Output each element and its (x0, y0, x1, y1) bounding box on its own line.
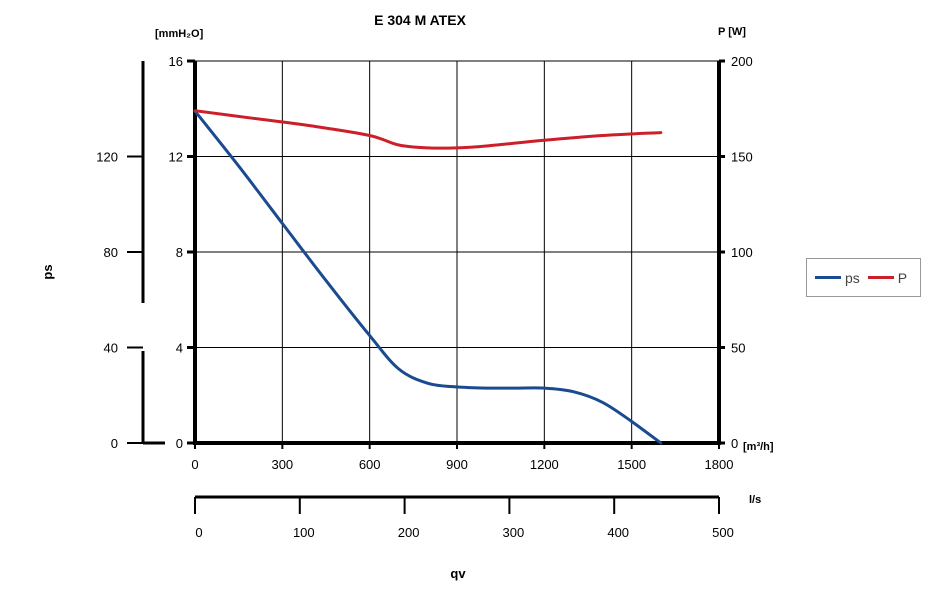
x-axis-label: qv (450, 566, 466, 581)
y-right-tick-label: 150 (731, 150, 753, 165)
x-tick-label: 300 (271, 457, 293, 472)
x-secondary-tick-label: 200 (398, 525, 420, 540)
y-right-tick-label: 0 (731, 436, 738, 451)
legend-swatch-p (867, 276, 894, 279)
y-right-unit: P [W] (718, 26, 746, 38)
y-outer-label: ps (40, 264, 55, 279)
x-secondary-tick-label: 300 (503, 525, 525, 540)
y-left-tick-label: 12 (169, 150, 183, 165)
x-tick-label: 600 (359, 457, 381, 472)
legend-item-ps: ps (815, 270, 860, 286)
series-line-p (193, 109, 663, 150)
x-secondary-tick-label: 100 (293, 525, 315, 540)
x-secondary-unit: l/s (749, 494, 761, 506)
series-line-ps (193, 109, 663, 445)
axes (127, 59, 725, 514)
y-outer-tick-label: 40 (104, 341, 118, 356)
y-left-tick-label: 4 (176, 341, 183, 356)
x-tick-label: 0 (191, 457, 198, 472)
x-tick-label: 900 (446, 457, 468, 472)
grid (195, 60, 719, 443)
chart-title: E 304 M ATEX (374, 12, 466, 28)
legend-swatch-ps (815, 276, 841, 279)
y-left-tick-label: 8 (176, 245, 183, 260)
legend: ps P (806, 258, 921, 297)
legend-label-ps: ps (845, 269, 860, 286)
x-tick-label: 1500 (617, 457, 646, 472)
legend-label-p: P (897, 269, 908, 286)
y-outer-tick-label: 120 (96, 150, 118, 165)
x-tick-label: 1200 (530, 457, 559, 472)
x-secondary-tick-label: 0 (195, 525, 202, 540)
x-secondary-tick-label: 400 (607, 525, 629, 540)
y-left-tick-label: 0 (176, 436, 183, 451)
y-right-tick-label: 50 (731, 341, 745, 356)
x-secondary-tick-label: 500 (712, 525, 734, 540)
y-outer-tick-label: 0 (111, 436, 118, 451)
y-right-tick-label: 100 (731, 245, 753, 260)
legend-item-p: P (867, 269, 908, 286)
y-outer-tick-label: 80 (104, 245, 118, 260)
x-tick-label: 1800 (705, 457, 734, 472)
x-primary-unit: [m³/h] (743, 441, 774, 453)
y-left-tick-label: 16 (169, 54, 183, 69)
y-right-tick-label: 200 (731, 54, 753, 69)
y-left-unit: [mmH₂O] (155, 28, 204, 40)
series-layer (193, 109, 663, 445)
